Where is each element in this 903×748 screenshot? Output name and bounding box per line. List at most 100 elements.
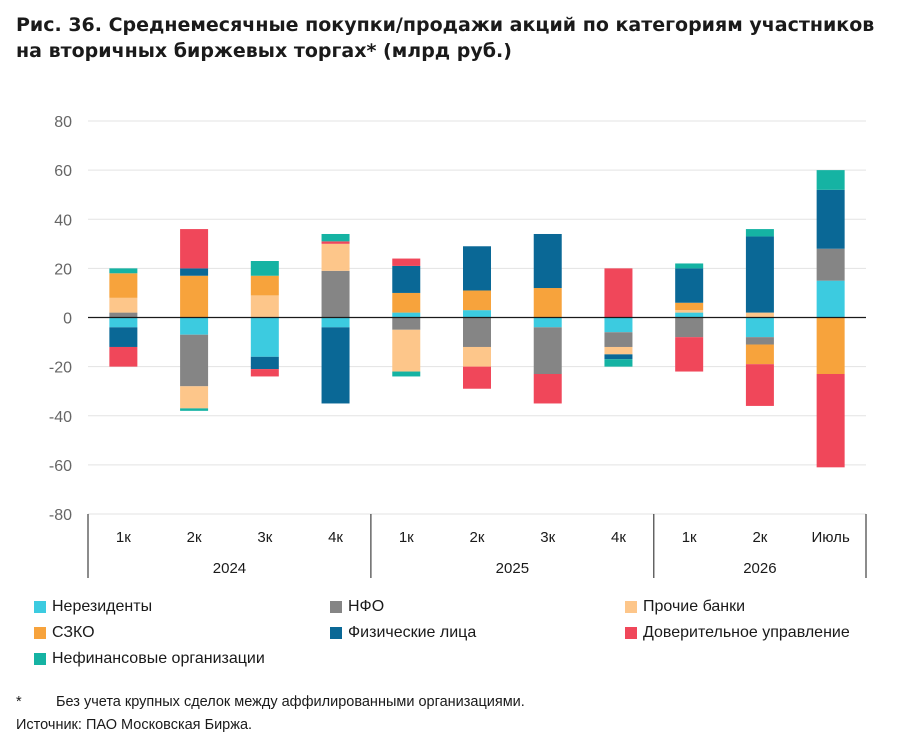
bar-segment bbox=[392, 312, 421, 318]
chart-title-line-1: Рис. 36. Среднемесячные покупки/продажи … bbox=[16, 14, 875, 36]
chart-title: Рис. 36. Среднемесячные покупки/продажи … bbox=[16, 12, 896, 64]
legend-label: Нефинансовые организации bbox=[52, 650, 265, 667]
bar-segment bbox=[321, 270, 350, 318]
bar-segment bbox=[675, 312, 704, 318]
bar-segment bbox=[745, 337, 774, 345]
legend-label: Физические лица bbox=[348, 624, 477, 641]
bar-segment bbox=[109, 268, 138, 274]
bar-segment bbox=[321, 327, 350, 404]
bar-segment bbox=[180, 317, 209, 335]
x-group-label: 2026 bbox=[743, 560, 776, 577]
bar-segment bbox=[463, 310, 491, 318]
legend-item: Прочие банки bbox=[625, 598, 745, 616]
bar-segment bbox=[250, 369, 279, 377]
legend-swatch bbox=[34, 627, 46, 639]
bar-segment bbox=[180, 275, 209, 318]
bar-segment bbox=[533, 317, 562, 328]
bar-segment bbox=[321, 317, 350, 328]
bar-segment bbox=[180, 229, 209, 269]
bar-segment bbox=[745, 317, 774, 338]
x-tick-label: 1к bbox=[116, 529, 131, 546]
bar-segment bbox=[321, 233, 350, 242]
bar-segment bbox=[463, 290, 491, 311]
legend-item: Доверительное управление bbox=[625, 624, 850, 642]
bar-segment bbox=[533, 288, 562, 318]
bar-segment bbox=[816, 248, 845, 281]
bar-segment bbox=[604, 332, 633, 347]
bar-segment bbox=[675, 310, 704, 313]
bar-segment bbox=[392, 265, 421, 293]
x-tick-label: 2к bbox=[752, 529, 767, 546]
bar-segment bbox=[604, 359, 633, 367]
y-tick-label: 60 bbox=[54, 163, 72, 180]
x-tick-label: 4к bbox=[328, 529, 343, 546]
chart-title-line-2: на вторичных биржевых торгах* (млрд руб.… bbox=[16, 40, 512, 62]
bar-segment bbox=[463, 246, 491, 291]
bar-segment bbox=[604, 317, 633, 333]
bar-segment bbox=[816, 280, 845, 318]
x-tick-label: 1к bbox=[682, 529, 697, 546]
bar-segment bbox=[533, 373, 562, 404]
bar-segment bbox=[675, 268, 704, 303]
bar-segment bbox=[745, 344, 774, 365]
bar-segment bbox=[109, 312, 138, 318]
x-group-label: 2024 bbox=[213, 560, 246, 577]
legend-label: Доверительное управление bbox=[643, 624, 850, 641]
bar-segment bbox=[392, 292, 421, 313]
bar-segment bbox=[180, 268, 209, 276]
x-tick-label: Июль bbox=[811, 529, 849, 546]
legend-swatch bbox=[625, 601, 637, 613]
bar-segment bbox=[675, 337, 704, 372]
y-tick-label: -80 bbox=[49, 507, 72, 524]
bar-segment bbox=[745, 312, 774, 318]
y-tick-label: -60 bbox=[49, 458, 72, 475]
bar-segment bbox=[109, 327, 138, 347]
bar-segment bbox=[250, 295, 279, 318]
legend-item: СЗКО bbox=[34, 624, 95, 642]
x-tick-label: 3к bbox=[257, 529, 272, 546]
x-tick-label: 3к bbox=[540, 529, 555, 546]
legend-swatch bbox=[330, 627, 342, 639]
bar-segment bbox=[109, 273, 138, 298]
y-tick-label: 20 bbox=[54, 261, 72, 278]
legend-swatch bbox=[34, 601, 46, 613]
bar-segment bbox=[745, 236, 774, 313]
bar-segment bbox=[321, 241, 350, 244]
y-tick-label: 40 bbox=[54, 212, 72, 229]
bar-segment bbox=[392, 258, 421, 266]
x-tick-label: 1к bbox=[399, 529, 414, 546]
bar-segment bbox=[463, 366, 491, 389]
y-tick-label: -20 bbox=[49, 360, 72, 377]
bar-segment bbox=[675, 317, 704, 338]
bar-segment bbox=[321, 243, 350, 271]
bar-segment bbox=[109, 297, 138, 313]
stacked-bar-chart: 80 60 40 20 0 -20 -40 -60 -80 1к 2к 3к 4к 1к 2к 3к 4к 1к 2… bbox=[49, 114, 867, 578]
legend-swatch bbox=[625, 627, 637, 639]
legend-label: НФО bbox=[348, 598, 385, 615]
bar-segment bbox=[180, 408, 209, 411]
bar-segment bbox=[604, 346, 633, 355]
bar-segment bbox=[816, 373, 845, 468]
bar-segment bbox=[250, 275, 279, 296]
legend-item: НФО bbox=[330, 598, 384, 616]
x-tick-label: 2к bbox=[470, 529, 485, 546]
legend-item: Нерезиденты bbox=[34, 598, 152, 616]
bar-segment bbox=[816, 170, 845, 190]
bar-segment bbox=[675, 302, 704, 311]
bar-segment bbox=[392, 329, 421, 372]
legend-label: Прочие банки bbox=[643, 598, 746, 615]
legend-item: Нефинансовые организации bbox=[34, 650, 265, 668]
legend-label: Нерезиденты bbox=[52, 598, 153, 615]
x-group-label: 2025 bbox=[496, 560, 529, 577]
bar-segment bbox=[745, 364, 774, 406]
bar-segment bbox=[250, 356, 279, 370]
bar-segment bbox=[392, 371, 421, 377]
bar-segment bbox=[533, 327, 562, 374]
footnote: * Без учета крупных сделок между аффилиро… bbox=[16, 694, 525, 710]
footnote-text: Без учета крупных сделок между аффилиров… bbox=[56, 694, 525, 710]
bar-segment bbox=[180, 386, 209, 409]
bar-segment bbox=[816, 317, 845, 374]
bar-segment bbox=[533, 233, 562, 289]
bar-segment bbox=[109, 317, 138, 328]
bar-segment bbox=[392, 317, 421, 330]
